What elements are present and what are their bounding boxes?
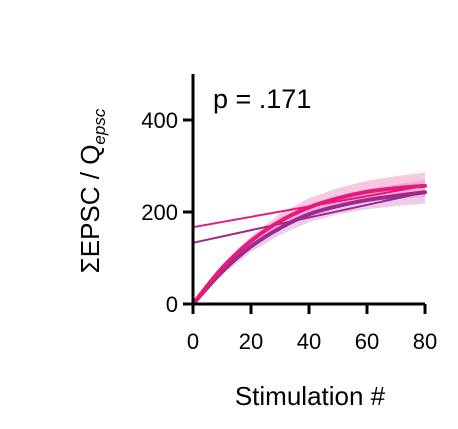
x-axis-label: Stimulation #	[235, 381, 386, 411]
ticks: 0 200 400 0 20 40 60 80	[141, 108, 437, 354]
x-tick-label-60: 60	[355, 329, 379, 354]
series-1-line	[191, 183, 427, 306]
x-tick-label-20: 20	[239, 329, 263, 354]
series-2-fit-line	[192, 191, 426, 244]
y-axis-label: ΣEPSC / Qepsc	[75, 108, 109, 273]
y-tick-label-0: 0	[166, 292, 178, 317]
y-axis-label-main: ΣEPSC / Q	[75, 145, 105, 274]
series-2-line	[191, 190, 427, 306]
y-tick-label-200: 200	[141, 200, 178, 225]
x-tick-label-0: 0	[187, 329, 199, 354]
y-axis-label-subscript: epsc	[90, 108, 109, 144]
series-lines	[191, 183, 427, 306]
x-tick-label-80: 80	[413, 329, 437, 354]
x-tick-label-40: 40	[297, 329, 321, 354]
p-value-annotation: p = .171	[213, 84, 311, 114]
y-tick-label-400: 400	[141, 108, 178, 133]
